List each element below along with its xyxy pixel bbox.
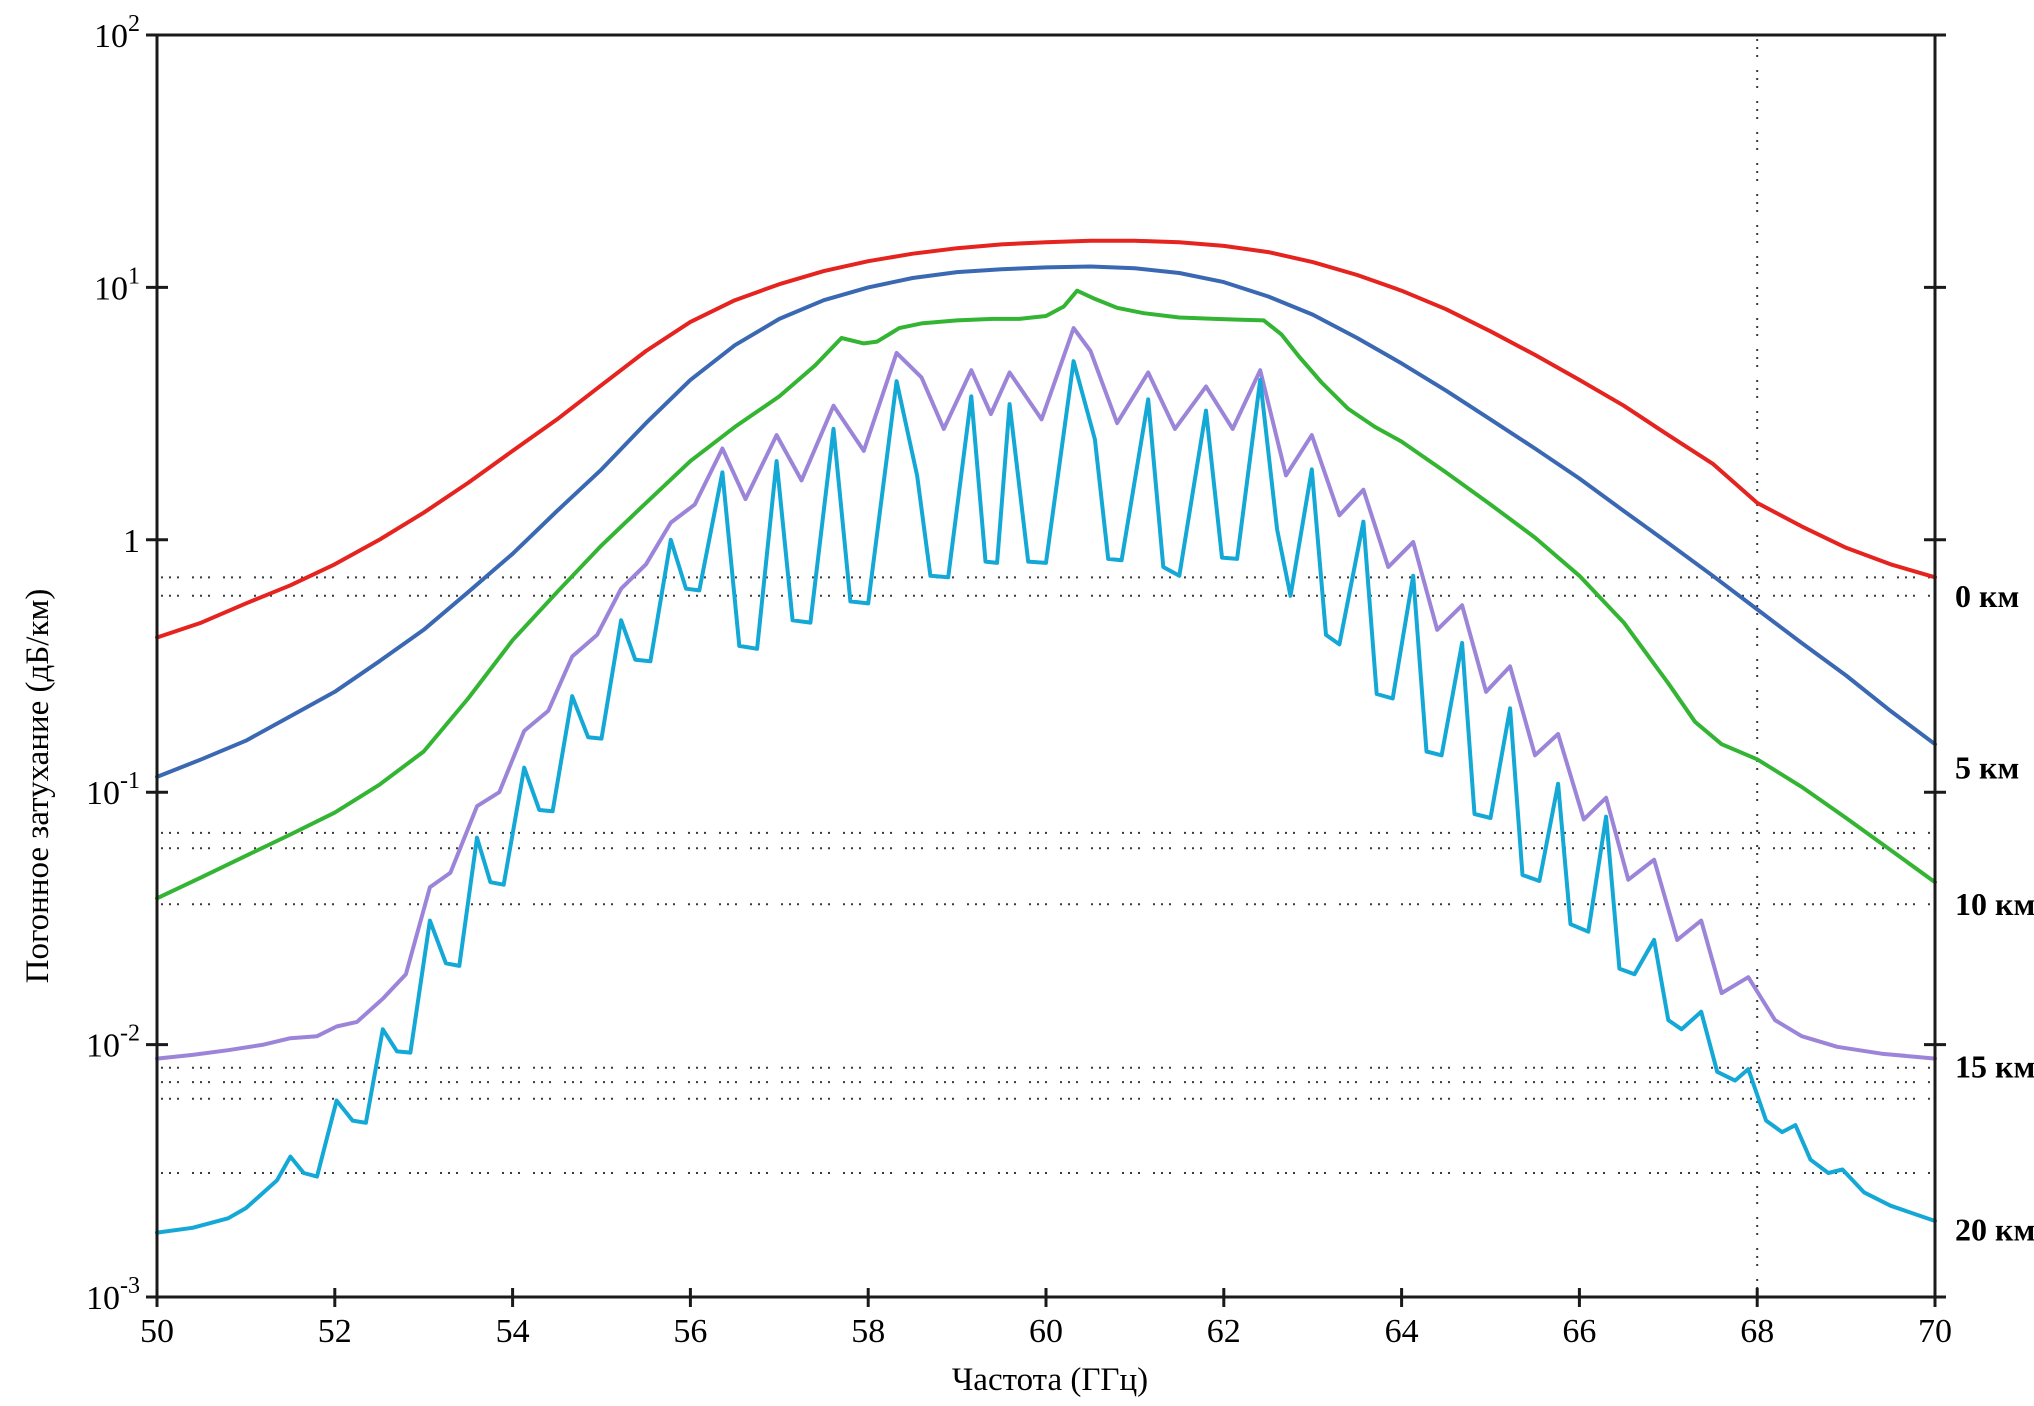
x-tick-label: 64 [1385,1313,1419,1350]
series-label-15km: 15 км [1955,1048,2034,1084]
series-line-15km [155,326,1937,1061]
series-line-10km [155,288,1937,901]
series-label-0km: 0 км [1955,578,2019,614]
series-0km [155,238,1937,640]
x-axis-title: Частота (ГГц) [952,1362,1148,1398]
y-tick-label: 10-1 [86,768,140,812]
dotted-guides [161,39,1933,1295]
y-tick-label: 10-2 [86,1021,140,1065]
x-tick-label: 54 [496,1313,530,1350]
x-tick-label: 62 [1207,1313,1241,1350]
x-tick-label: 58 [851,1313,885,1350]
series-label-5km: 5 км [1955,750,2019,786]
series-line-5km [155,264,1937,779]
y-tick-label: 101 [94,263,140,307]
series-label-10km: 10 км [1955,886,2034,922]
x-tick-label: 60 [1029,1313,1063,1350]
x-tick-label: 70 [1918,1313,1952,1350]
x-tick-label: 66 [1562,1313,1596,1350]
y-axis-title: Погонное затухание (дБ/км) [20,589,56,984]
series-10km [155,288,1937,901]
series-line-20km [155,359,1937,1235]
y-tick-label: 10-3 [86,1273,140,1317]
series-label-20km: 20 км [1955,1212,2034,1248]
ticks [146,33,1946,1307]
x-tick-label: 56 [673,1313,707,1350]
x-tick-label: 50 [140,1313,174,1350]
series-15km [155,326,1937,1061]
y-tick-label: 1 [123,523,140,560]
y-tick-label: 102 [94,11,140,55]
series-line-0km [155,238,1937,640]
x-tick-label: 52 [318,1313,352,1350]
series-5km [155,264,1937,779]
series-20km [155,359,1937,1235]
x-tick-label: 68 [1740,1313,1774,1350]
